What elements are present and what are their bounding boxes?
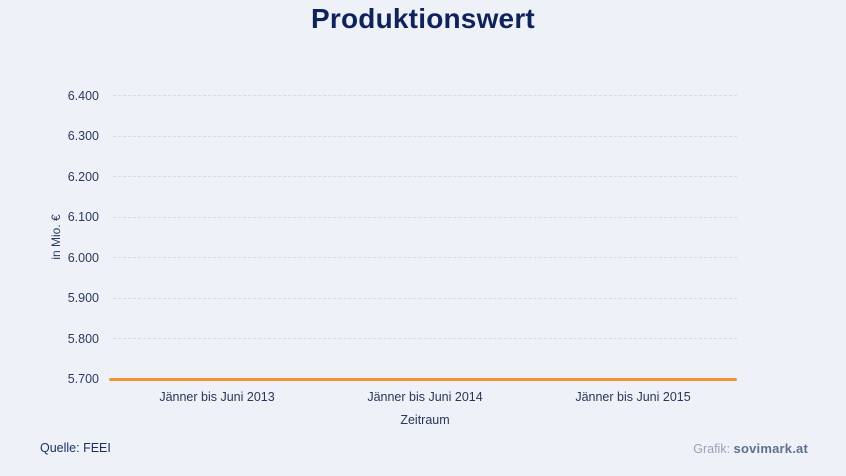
- x-tick-label: Jänner bis Juni 2013: [159, 390, 275, 404]
- y-tick-label: 6.200: [67, 169, 99, 184]
- y-tick-label: 5.800: [67, 331, 99, 346]
- gridline: [113, 338, 737, 340]
- y-tick-row: 6.400: [68, 89, 737, 103]
- y-tick-label: 6.000: [67, 250, 99, 265]
- x-axis-labels: Jänner bis Juni 2013 Jänner bis Juni 2014…: [113, 390, 737, 404]
- gridline: [113, 297, 737, 299]
- gridline: [113, 257, 737, 259]
- gridline: [113, 95, 737, 96]
- x-axis-title: Zeitraum: [400, 413, 450, 427]
- y-tick-label: 5.900: [67, 291, 99, 306]
- y-tick-label: 5.700: [67, 372, 99, 387]
- y-tick-row: 6.000: [68, 251, 737, 265]
- credit-label: Grafik:: [693, 442, 734, 456]
- y-tick-label: 6.300: [67, 129, 99, 144]
- y-tick-label: 6.100: [67, 210, 99, 225]
- y-tick-row: 6.200: [68, 170, 737, 184]
- y-tick-row: 6.100: [68, 210, 737, 224]
- credit-brand: sovimark.at: [733, 441, 808, 456]
- gridline: [113, 135, 737, 137]
- y-tick-label: 6.400: [67, 88, 99, 103]
- credit: Grafik: sovimark.at: [693, 441, 808, 456]
- y-tick-row: 6.300: [68, 129, 737, 143]
- gridline: [113, 216, 737, 218]
- plot-area: 6.400 6.300 6.200 6.100 6.000 5.900 5.80…: [68, 89, 737, 386]
- series-line-produktionswert: [109, 378, 737, 381]
- y-axis-title: in Mio. €: [49, 214, 63, 260]
- y-tick-row: 5.900: [68, 291, 737, 305]
- chart-title: Produktionswert: [311, 3, 535, 34]
- source-label: Quelle: FEEI: [40, 441, 111, 455]
- x-tick-label: Jänner bis Juni 2014: [367, 390, 483, 404]
- x-tick-label: Jänner bis Juni 2015: [575, 390, 691, 404]
- y-tick-row: 5.800: [68, 332, 737, 346]
- gridline: [113, 176, 737, 178]
